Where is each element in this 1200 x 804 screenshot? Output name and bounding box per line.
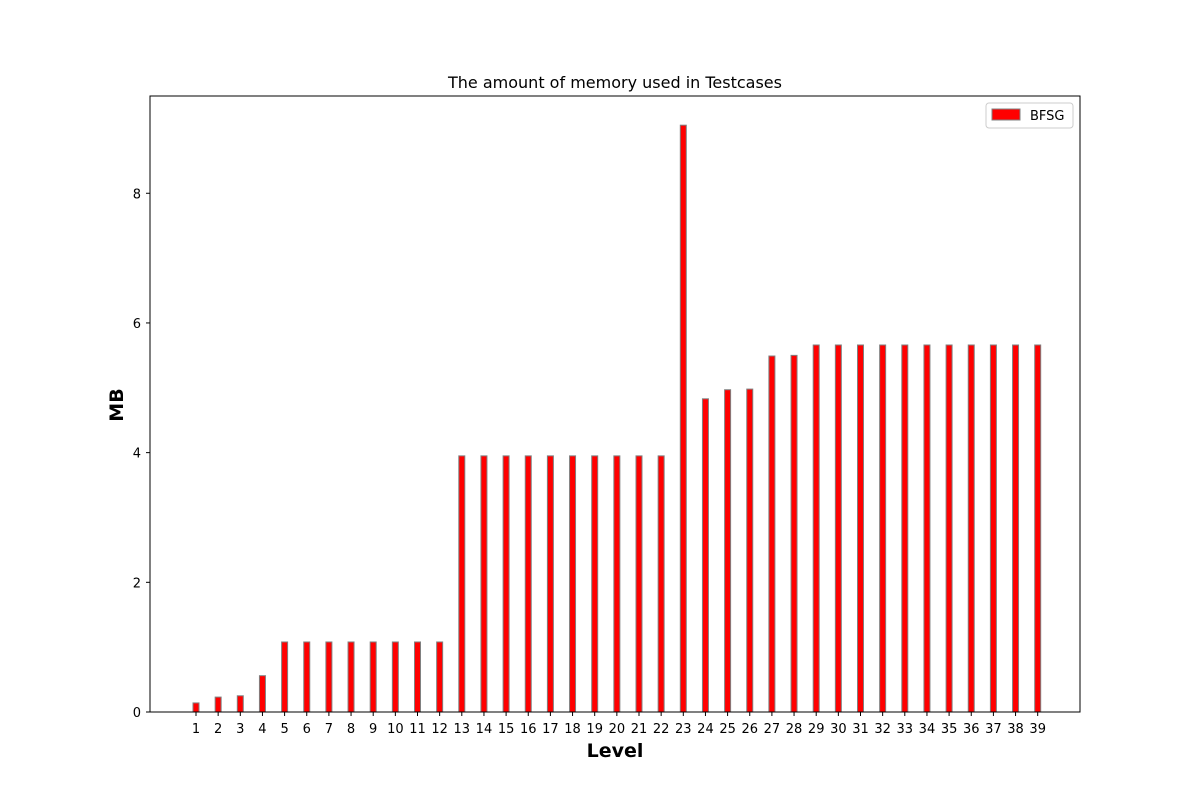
x-tick-label-5: 5 — [280, 722, 288, 737]
x-axis-label: Level — [587, 740, 644, 762]
bar-3 — [236, 695, 244, 713]
bar-1 — [192, 702, 200, 713]
bar-22 — [657, 455, 665, 713]
x-tick-label-13: 13 — [454, 722, 471, 737]
x-tick-label-27: 27 — [764, 722, 781, 737]
x-tick-label-32: 32 — [874, 722, 891, 737]
bar-9 — [369, 641, 377, 713]
x-tick-label-17: 17 — [542, 722, 559, 737]
y-tick-label-0: 0 — [133, 706, 141, 721]
bar-29 — [812, 344, 820, 713]
bar-16 — [524, 455, 532, 713]
bar-6 — [303, 641, 311, 713]
x-tick-label-33: 33 — [897, 722, 914, 737]
bar-4 — [258, 675, 266, 713]
x-tick-label-34: 34 — [919, 722, 936, 737]
bar-23 — [679, 124, 687, 713]
x-tick-label-38: 38 — [1007, 722, 1024, 737]
x-tick-label-21: 21 — [631, 722, 648, 737]
x-tick-label-9: 9 — [369, 722, 377, 737]
x-tick-label-11: 11 — [409, 722, 426, 737]
x-tick-label-36: 36 — [963, 722, 980, 737]
bar-7 — [325, 641, 333, 713]
x-tick-label-2: 2 — [214, 722, 222, 737]
y-ticks-group: 0 2 4 6 8 — [133, 187, 150, 721]
x-tick-label-23: 23 — [675, 722, 692, 737]
x-tick-label-6: 6 — [303, 722, 311, 737]
x-tick-label-12: 12 — [431, 722, 448, 737]
bar-32 — [879, 344, 887, 713]
legend-label: BFSG — [1030, 109, 1065, 124]
bar-24 — [701, 398, 709, 713]
x-tick-label-15: 15 — [498, 722, 515, 737]
bar-39 — [1034, 344, 1042, 713]
x-tick-label-26: 26 — [741, 722, 758, 737]
x-tick-label-29: 29 — [808, 722, 825, 737]
bar-11 — [414, 641, 421, 713]
bar-27 — [768, 355, 776, 713]
bar-35 — [945, 344, 953, 713]
bars-group — [192, 124, 1042, 713]
y-tick-label-2: 2 — [133, 576, 141, 591]
x-tick-label-20: 20 — [609, 722, 626, 737]
bar-38 — [1012, 344, 1020, 713]
bar-20 — [613, 455, 621, 713]
bar-15 — [502, 455, 510, 713]
bar-21 — [635, 455, 643, 713]
x-tick-label-8: 8 — [347, 722, 355, 737]
bar-2 — [214, 696, 222, 713]
y-tick-label-6: 6 — [133, 317, 141, 332]
bar-12 — [436, 641, 444, 713]
bar-5 — [281, 641, 289, 713]
bar-28 — [790, 354, 798, 713]
bar-36 — [967, 344, 975, 713]
legend-swatch — [991, 108, 1021, 121]
bar-31 — [857, 344, 864, 713]
bar-17 — [546, 455, 554, 713]
bar-18 — [569, 455, 577, 713]
y-tick-label-4: 4 — [133, 447, 141, 462]
bar-14 — [480, 455, 488, 713]
x-ticks-group: 1 2 3 4 5 6 7 8 9 10 11 12 13 14 15 16 17 18 19 20 21 22 23 24 2… — [192, 712, 1046, 737]
bar-37 — [989, 344, 997, 713]
y-axis-label: MB — [106, 388, 128, 421]
x-tick-label-1: 1 — [192, 722, 200, 737]
x-tick-label-7: 7 — [325, 722, 333, 737]
x-tick-label-31: 31 — [852, 722, 869, 737]
x-tick-label-30: 30 — [830, 722, 847, 737]
x-tick-label-37: 37 — [985, 722, 1002, 737]
x-tick-label-24: 24 — [697, 722, 714, 737]
bar-10 — [391, 641, 399, 713]
bar-26 — [746, 388, 754, 713]
bar-25 — [724, 389, 732, 713]
x-tick-label-39: 39 — [1029, 722, 1046, 737]
x-tick-label-16: 16 — [520, 722, 537, 737]
bar-8 — [347, 641, 355, 713]
x-tick-label-22: 22 — [653, 722, 670, 737]
plot-frame — [149, 95, 1081, 713]
x-tick-label-14: 14 — [476, 722, 493, 737]
x-tick-label-35: 35 — [941, 722, 958, 737]
bar-13 — [458, 455, 466, 713]
x-tick-label-10: 10 — [387, 722, 404, 737]
x-tick-label-18: 18 — [564, 722, 581, 737]
bar-34 — [923, 344, 931, 713]
chart-title: The amount of memory used in Testcases — [447, 73, 782, 92]
x-tick-label-28: 28 — [786, 722, 803, 737]
x-tick-label-19: 19 — [586, 722, 603, 737]
legend: BFSG — [985, 102, 1074, 129]
x-tick-label-25: 25 — [719, 722, 736, 737]
x-tick-label-3: 3 — [236, 722, 244, 737]
bar-19 — [591, 455, 599, 713]
x-tick-label-4: 4 — [258, 722, 266, 737]
bar-30 — [834, 344, 842, 713]
y-tick-label-8: 8 — [133, 187, 141, 202]
bar-33 — [901, 344, 909, 713]
